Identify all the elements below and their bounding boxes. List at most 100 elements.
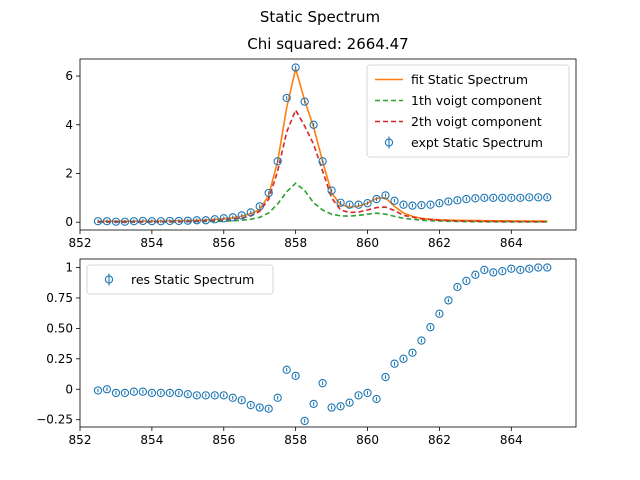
data-point-marker	[174, 388, 183, 398]
data-point	[156, 388, 166, 398]
data-point	[327, 186, 336, 195]
data-point	[372, 394, 381, 404]
data-point	[111, 217, 121, 226]
data-point-marker	[201, 391, 210, 400]
x-tick-label: 852	[69, 433, 92, 447]
data-point	[156, 217, 166, 226]
data-point	[102, 217, 112, 226]
data-point	[426, 323, 435, 332]
data-point	[120, 217, 130, 226]
data-point-marker	[93, 217, 103, 226]
data-point	[417, 201, 426, 210]
legend: fit Static Spectrum 1th voigt component 2t…	[366, 64, 570, 158]
data-point-marker	[327, 186, 336, 195]
data-point	[435, 309, 444, 318]
data-point	[255, 202, 264, 211]
data-point	[165, 216, 175, 226]
data-point	[183, 389, 192, 399]
data-point-marker	[255, 403, 264, 412]
data-point-marker	[390, 196, 399, 205]
data-point	[507, 193, 516, 202]
data-point	[273, 157, 282, 166]
data-point-marker	[228, 393, 237, 402]
data-point-marker	[345, 200, 354, 209]
data-point-marker	[435, 309, 444, 318]
data-point-marker	[255, 202, 264, 211]
data-point-marker	[273, 393, 282, 402]
data-point	[408, 201, 417, 210]
data-point-marker	[543, 263, 552, 272]
data-point-marker	[147, 217, 157, 226]
data-point	[543, 193, 552, 202]
legend-item: expt Static Spectrum	[384, 135, 543, 150]
data-point	[102, 385, 112, 394]
data-point-marker	[129, 217, 139, 226]
data-point	[336, 198, 345, 207]
data-point	[93, 217, 103, 226]
series-line	[97, 182, 548, 223]
data-point	[210, 391, 219, 400]
data-point	[219, 214, 228, 223]
legend-box	[86, 264, 274, 295]
data-point	[516, 193, 525, 202]
data-point	[480, 193, 489, 202]
data-point	[363, 388, 372, 398]
data-point	[138, 216, 148, 226]
data-point-marker	[120, 388, 130, 398]
data-point	[390, 196, 399, 205]
data-point-marker	[219, 391, 228, 400]
data-point-marker	[525, 264, 534, 273]
x-tick-label: 858	[284, 433, 307, 447]
y-tick-label: 2	[65, 166, 73, 180]
data-point	[390, 359, 399, 368]
data-point	[174, 216, 183, 226]
data-point	[354, 200, 363, 209]
data-point	[264, 188, 273, 198]
x-tick-label: 854	[140, 236, 163, 250]
data-point-marker	[525, 193, 534, 202]
legend: res Static Spectrum	[86, 264, 274, 295]
series-expt-static-spectrum	[93, 63, 552, 226]
data-point-marker	[129, 387, 139, 396]
data-point-marker	[300, 416, 309, 426]
data-point-marker	[516, 193, 525, 202]
data-point	[489, 193, 498, 202]
data-point	[498, 267, 507, 276]
y-tick-label: 0.50	[46, 321, 73, 335]
x-tick-label: 860	[356, 433, 379, 447]
data-point	[462, 276, 471, 286]
data-point	[237, 211, 246, 220]
data-point-marker	[426, 200, 435, 209]
data-point-marker	[237, 211, 246, 220]
data-point-marker	[399, 200, 408, 209]
data-point-marker	[291, 371, 300, 381]
data-point-marker	[399, 354, 408, 363]
data-point	[138, 387, 148, 396]
data-point-marker	[381, 191, 390, 200]
data-point	[318, 157, 327, 166]
data-point	[309, 120, 318, 129]
x-tick-label: 858	[284, 236, 307, 250]
data-point-marker	[408, 348, 417, 357]
data-point-marker	[282, 93, 291, 103]
data-point-marker	[471, 194, 480, 203]
data-point	[147, 388, 157, 398]
data-point-marker	[300, 97, 309, 106]
data-point	[480, 265, 489, 275]
data-point-marker	[264, 188, 273, 198]
data-point-marker	[201, 216, 210, 225]
top-panel: Chi squared: 2664.47 852 854 856 858 860 862 86…	[65, 35, 577, 250]
data-point-marker	[534, 193, 543, 202]
data-point	[444, 296, 453, 305]
data-point	[399, 200, 408, 209]
data-point	[327, 403, 336, 412]
data-point-marker	[489, 193, 498, 202]
data-point-marker	[282, 365, 291, 374]
data-point-marker	[192, 216, 201, 225]
data-point-marker	[273, 157, 282, 166]
data-point-marker	[426, 323, 435, 332]
data-point	[264, 404, 273, 413]
axes-frame	[79, 258, 577, 428]
data-point	[129, 217, 139, 226]
y-tick-label: 1	[65, 261, 73, 275]
